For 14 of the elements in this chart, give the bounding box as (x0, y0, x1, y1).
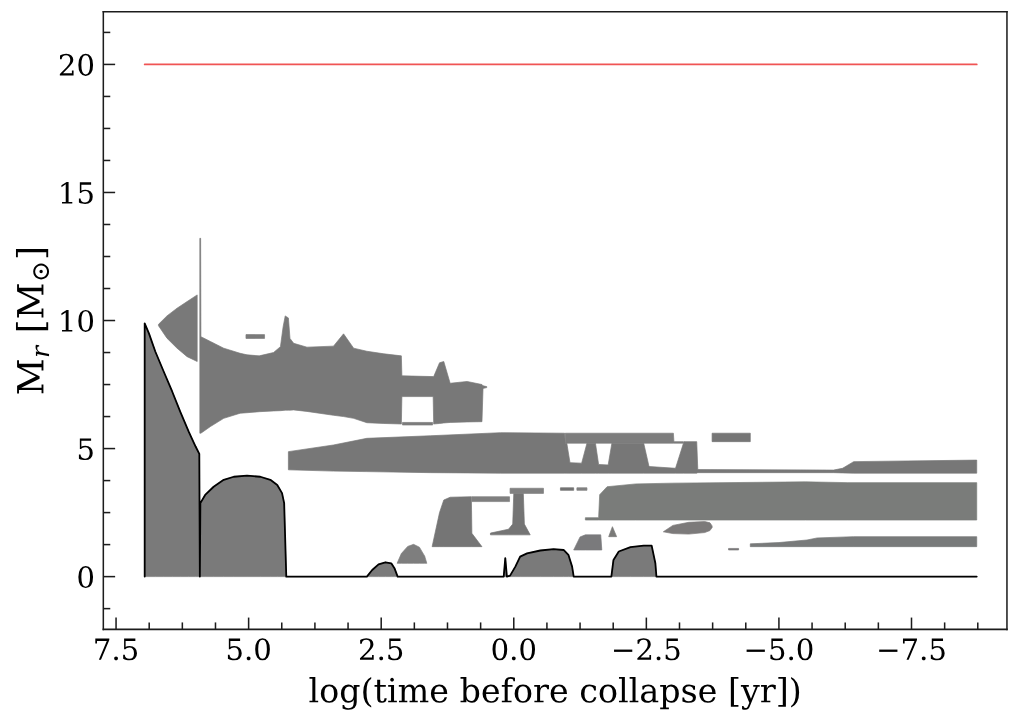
y-tick-label: 0 (78, 566, 94, 589)
x-tick-label: 5.0 (227, 638, 270, 661)
y-tick-label: 20 (59, 53, 94, 76)
y-tick-label: 15 (61, 181, 93, 204)
y-axis-title: M$_{r}$ [M$_{⊙}$] (15, 248, 50, 394)
x-tick-label: −7.5 (879, 638, 945, 661)
y-tick-label: 5 (78, 438, 93, 461)
y-tick-label: 10 (61, 309, 94, 333)
x-tick-label: 7.5 (95, 638, 137, 661)
x-axis-title: log(time before collapse [yr]) (309, 677, 800, 710)
x-tick-label: −5.0 (746, 638, 813, 661)
x-tick-label: 0.0 (492, 638, 536, 661)
x-tick-label: −2.5 (614, 638, 680, 661)
x-tick-label: 2.5 (359, 638, 403, 661)
